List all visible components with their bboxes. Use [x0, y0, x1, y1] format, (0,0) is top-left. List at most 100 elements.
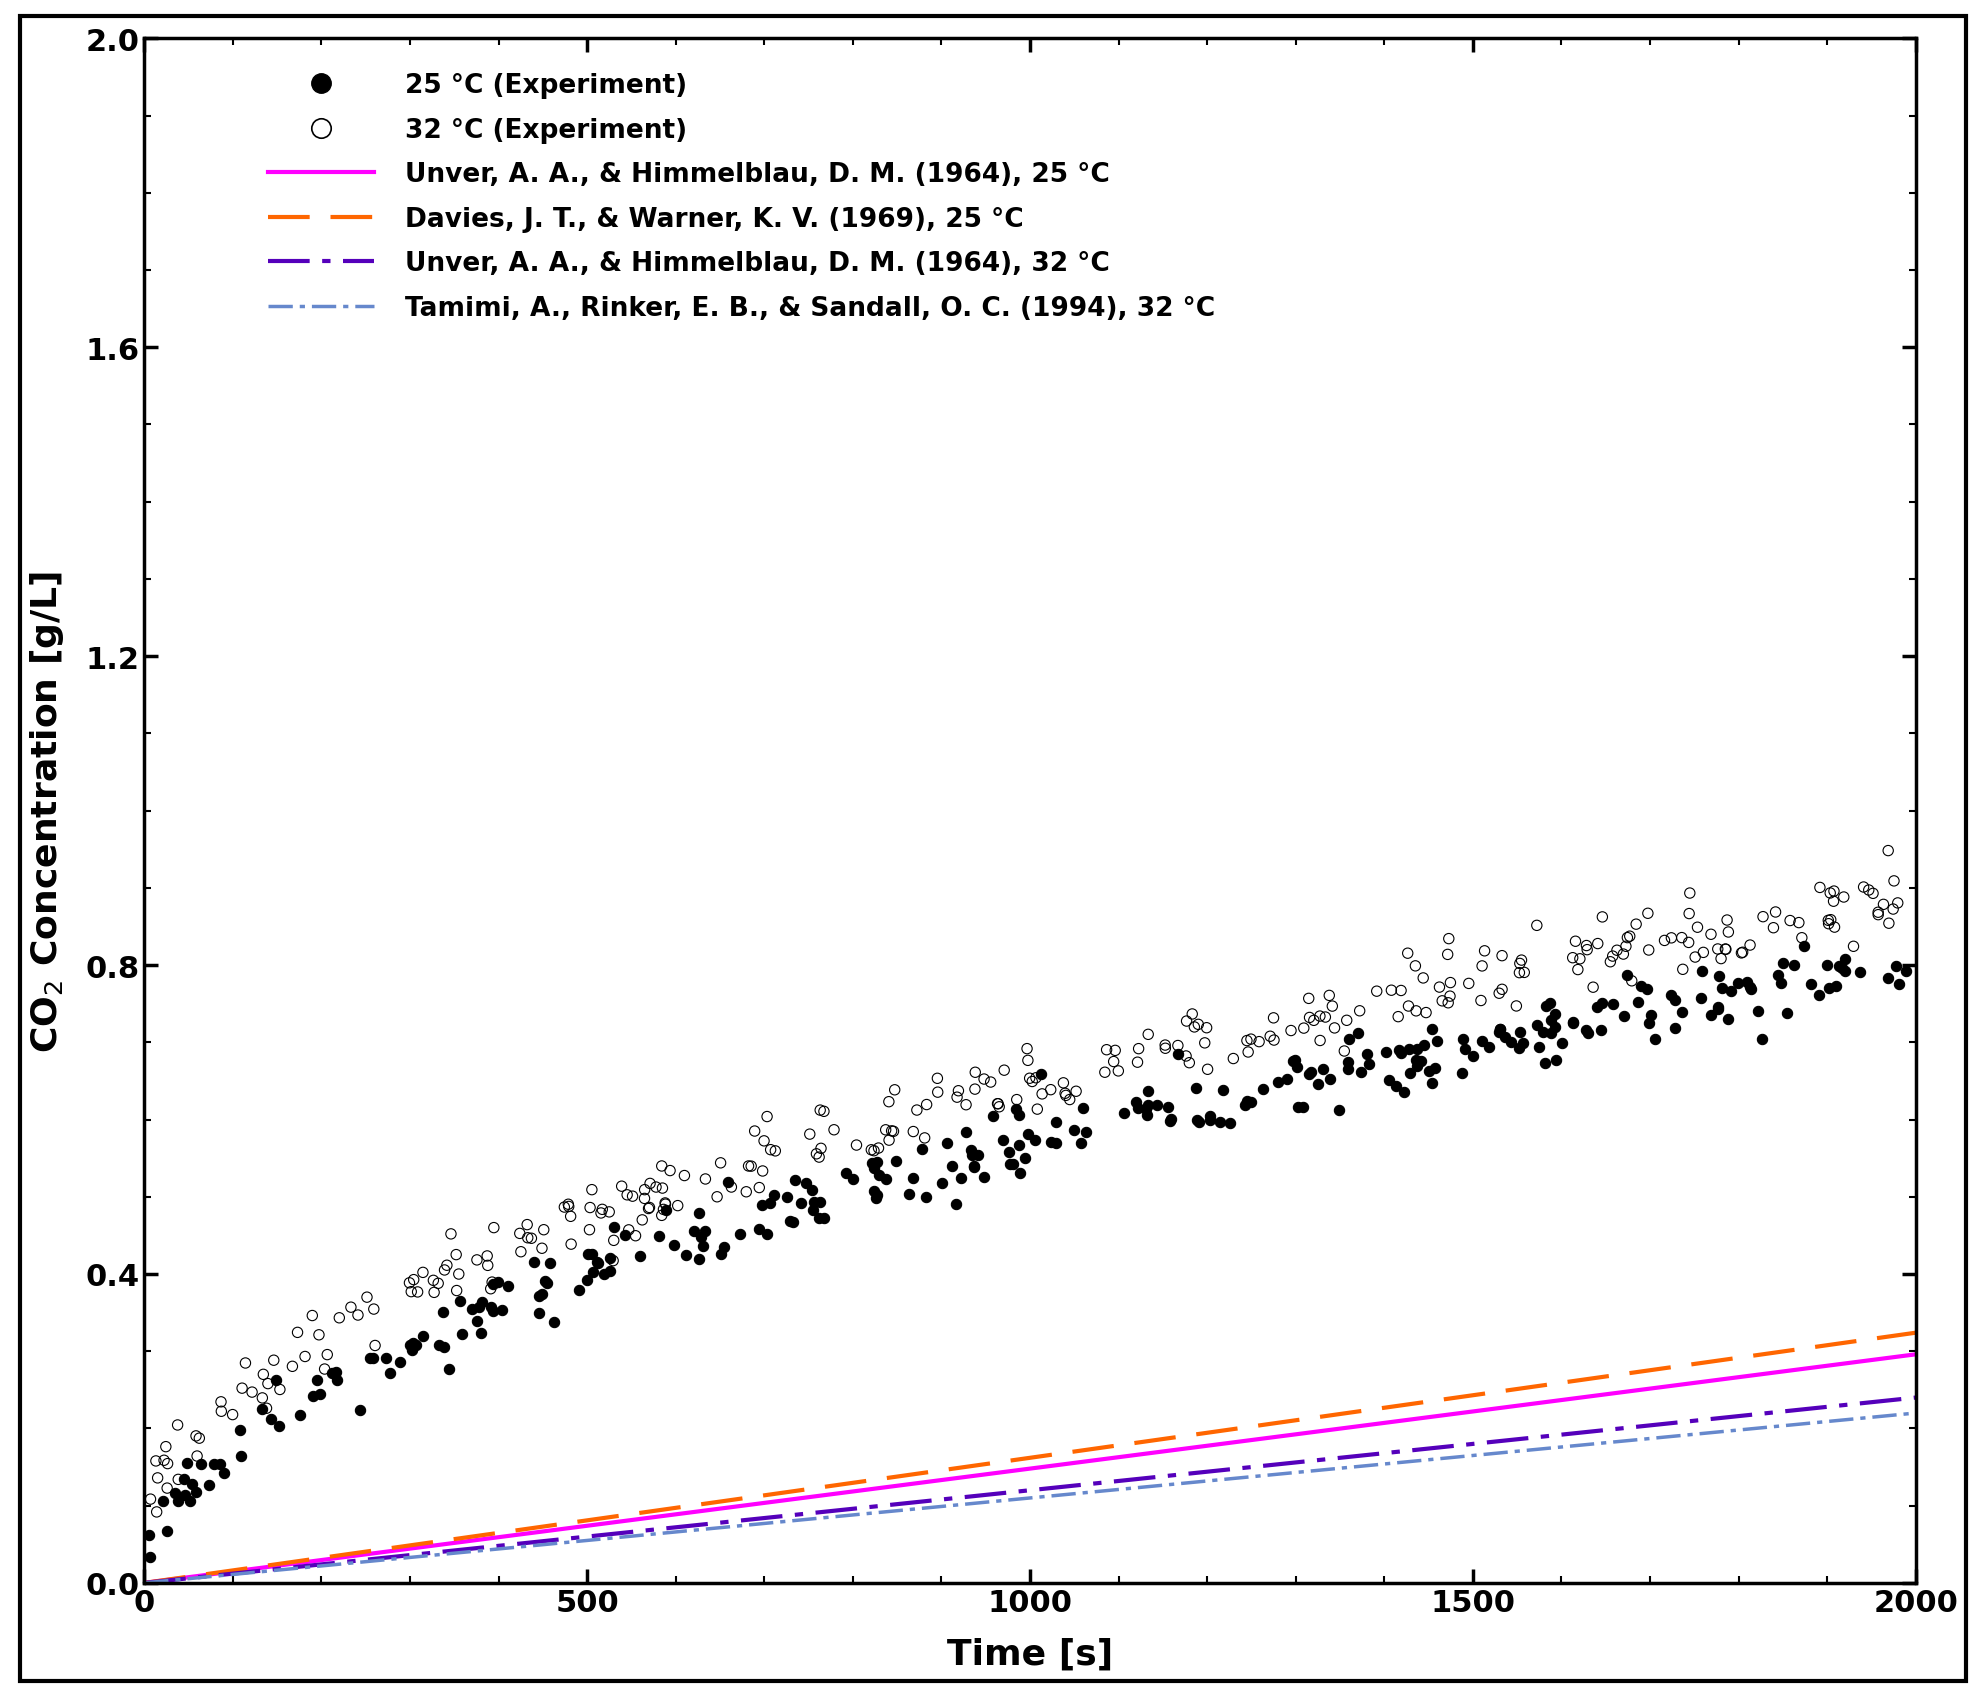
Point: [1813, 910, 1845, 937]
Point: [683, 1200, 715, 1228]
Point: [1333, 1049, 1364, 1077]
Point: [1235, 1088, 1267, 1116]
Point: [1416, 1070, 1448, 1097]
Point: [258, 1347, 290, 1374]
Point: [645, 1202, 677, 1229]
Point: [1416, 1015, 1448, 1043]
Point: [647, 1195, 679, 1223]
Point: [1194, 1107, 1225, 1134]
Point: [1571, 932, 1603, 959]
Point: [588, 1260, 620, 1287]
Point: [1680, 944, 1712, 971]
Point: [475, 1275, 506, 1302]
Point: [993, 1138, 1025, 1165]
Point: [1011, 1036, 1043, 1063]
Point: [397, 1330, 429, 1357]
Point: [407, 1323, 439, 1350]
Point: [357, 1345, 389, 1372]
Point: [1490, 1024, 1521, 1051]
Point: [1827, 885, 1859, 912]
Point: [1746, 1026, 1777, 1053]
Point: [556, 1231, 588, 1258]
Point: [1132, 1020, 1164, 1048]
Point: [779, 1167, 810, 1194]
Point: [639, 1173, 671, 1200]
Point: [864, 1161, 896, 1189]
Point: [1853, 876, 1885, 903]
Point: [967, 1066, 999, 1094]
Point: [1061, 1078, 1092, 1105]
Point: [260, 1367, 292, 1394]
Point: [1309, 1004, 1341, 1031]
Point: [1319, 1015, 1350, 1043]
Point: [397, 1267, 429, 1294]
Point: [205, 1389, 236, 1416]
Point: [1503, 951, 1535, 978]
Point: [1686, 958, 1718, 985]
Point: [838, 1165, 870, 1192]
Point: [1017, 1068, 1049, 1095]
Point: [1702, 995, 1734, 1022]
Point: [151, 1474, 183, 1501]
Point: [922, 1078, 953, 1105]
Point: [689, 1167, 721, 1194]
Point: [435, 1221, 467, 1248]
Point: [1696, 920, 1728, 947]
Point: [1035, 1077, 1066, 1104]
Point: [983, 1090, 1015, 1117]
Point: [209, 1459, 240, 1486]
Point: [1682, 914, 1714, 941]
Point: [685, 1224, 717, 1251]
Point: [707, 1234, 739, 1262]
Point: [1837, 934, 1869, 961]
Point: [407, 1258, 439, 1285]
Point: [1484, 1015, 1515, 1043]
Point: [1454, 970, 1486, 997]
Point: [1521, 1012, 1553, 1039]
Point: [1088, 1060, 1120, 1087]
Point: [894, 1180, 925, 1207]
Point: [393, 1270, 425, 1297]
Point: [401, 1279, 433, 1306]
Point: [357, 1296, 389, 1323]
Point: [755, 1190, 786, 1217]
Point: [1293, 985, 1325, 1012]
Point: [1795, 971, 1827, 998]
Point: [874, 1127, 906, 1155]
Point: [1762, 963, 1793, 990]
Point: [1486, 1015, 1517, 1043]
Point: [626, 1207, 657, 1234]
Point: [1025, 1061, 1057, 1088]
Point: [759, 1182, 790, 1209]
Point: [1768, 949, 1799, 976]
Point: [1583, 931, 1615, 958]
Point: [858, 1138, 890, 1165]
Point: [1448, 1026, 1480, 1053]
Point: [461, 1307, 493, 1335]
Point: [169, 1465, 201, 1493]
Point: [1372, 1066, 1404, 1094]
Point: [747, 1158, 779, 1185]
Point: [1041, 1129, 1072, 1156]
Point: [344, 1396, 375, 1423]
Point: [1597, 992, 1629, 1019]
Point: [1609, 1002, 1640, 1029]
Point: [1702, 936, 1734, 963]
Point: [169, 1481, 201, 1508]
Point: [1196, 1102, 1227, 1129]
Point: [1847, 874, 1879, 902]
Point: [1315, 1066, 1347, 1094]
Point: [878, 1117, 910, 1144]
Point: [1734, 975, 1766, 1002]
Point: [1819, 973, 1851, 1000]
Point: [1587, 903, 1619, 931]
Point: [304, 1380, 336, 1408]
Point: [1380, 1073, 1412, 1100]
Point: [1466, 987, 1497, 1014]
Point: [1122, 1095, 1154, 1122]
Point: [981, 1090, 1013, 1117]
Point: [1734, 976, 1766, 1004]
Point: [1446, 1060, 1478, 1087]
Point: [1811, 953, 1843, 980]
Point: [516, 1224, 548, 1251]
